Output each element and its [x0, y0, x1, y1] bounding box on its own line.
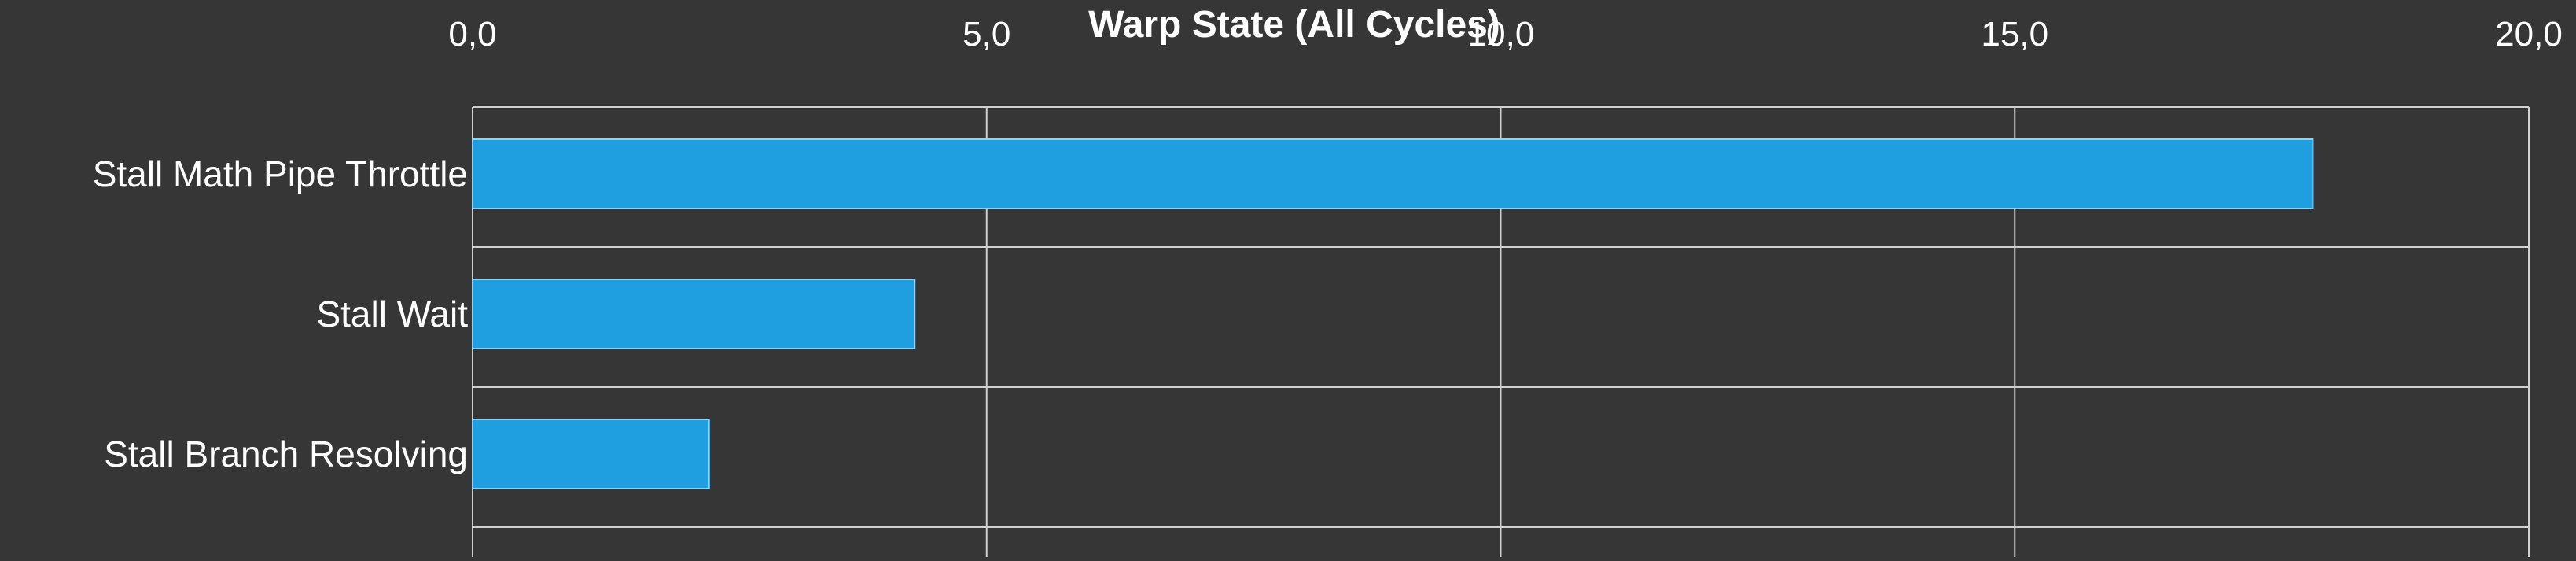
category-labels: Stall Math Pipe Throttle Stall Wait Stall …	[93, 153, 468, 474]
x-tick-label: 15,0	[1981, 15, 2048, 54]
x-tick-label: 0,0	[448, 15, 496, 54]
category-label: Stall Wait	[316, 293, 468, 334]
x-tick-label: 20,0	[2495, 15, 2563, 54]
x-axis-ticks: 0,0 5,0 10,0 15,0 20,0	[448, 15, 2562, 54]
x-tick-label: 5,0	[962, 15, 1010, 54]
bars	[472, 138, 2314, 489]
x-tick-label: 10,0	[1467, 15, 1535, 54]
chart-title: Warp State (All Cycles)	[1088, 4, 1500, 46]
category-label: Stall Math Pipe Throttle	[93, 153, 468, 194]
bar	[472, 138, 2314, 209]
category-label: Stall Branch Resolving	[104, 434, 468, 474]
bar	[472, 419, 710, 489]
bar	[472, 279, 916, 349]
